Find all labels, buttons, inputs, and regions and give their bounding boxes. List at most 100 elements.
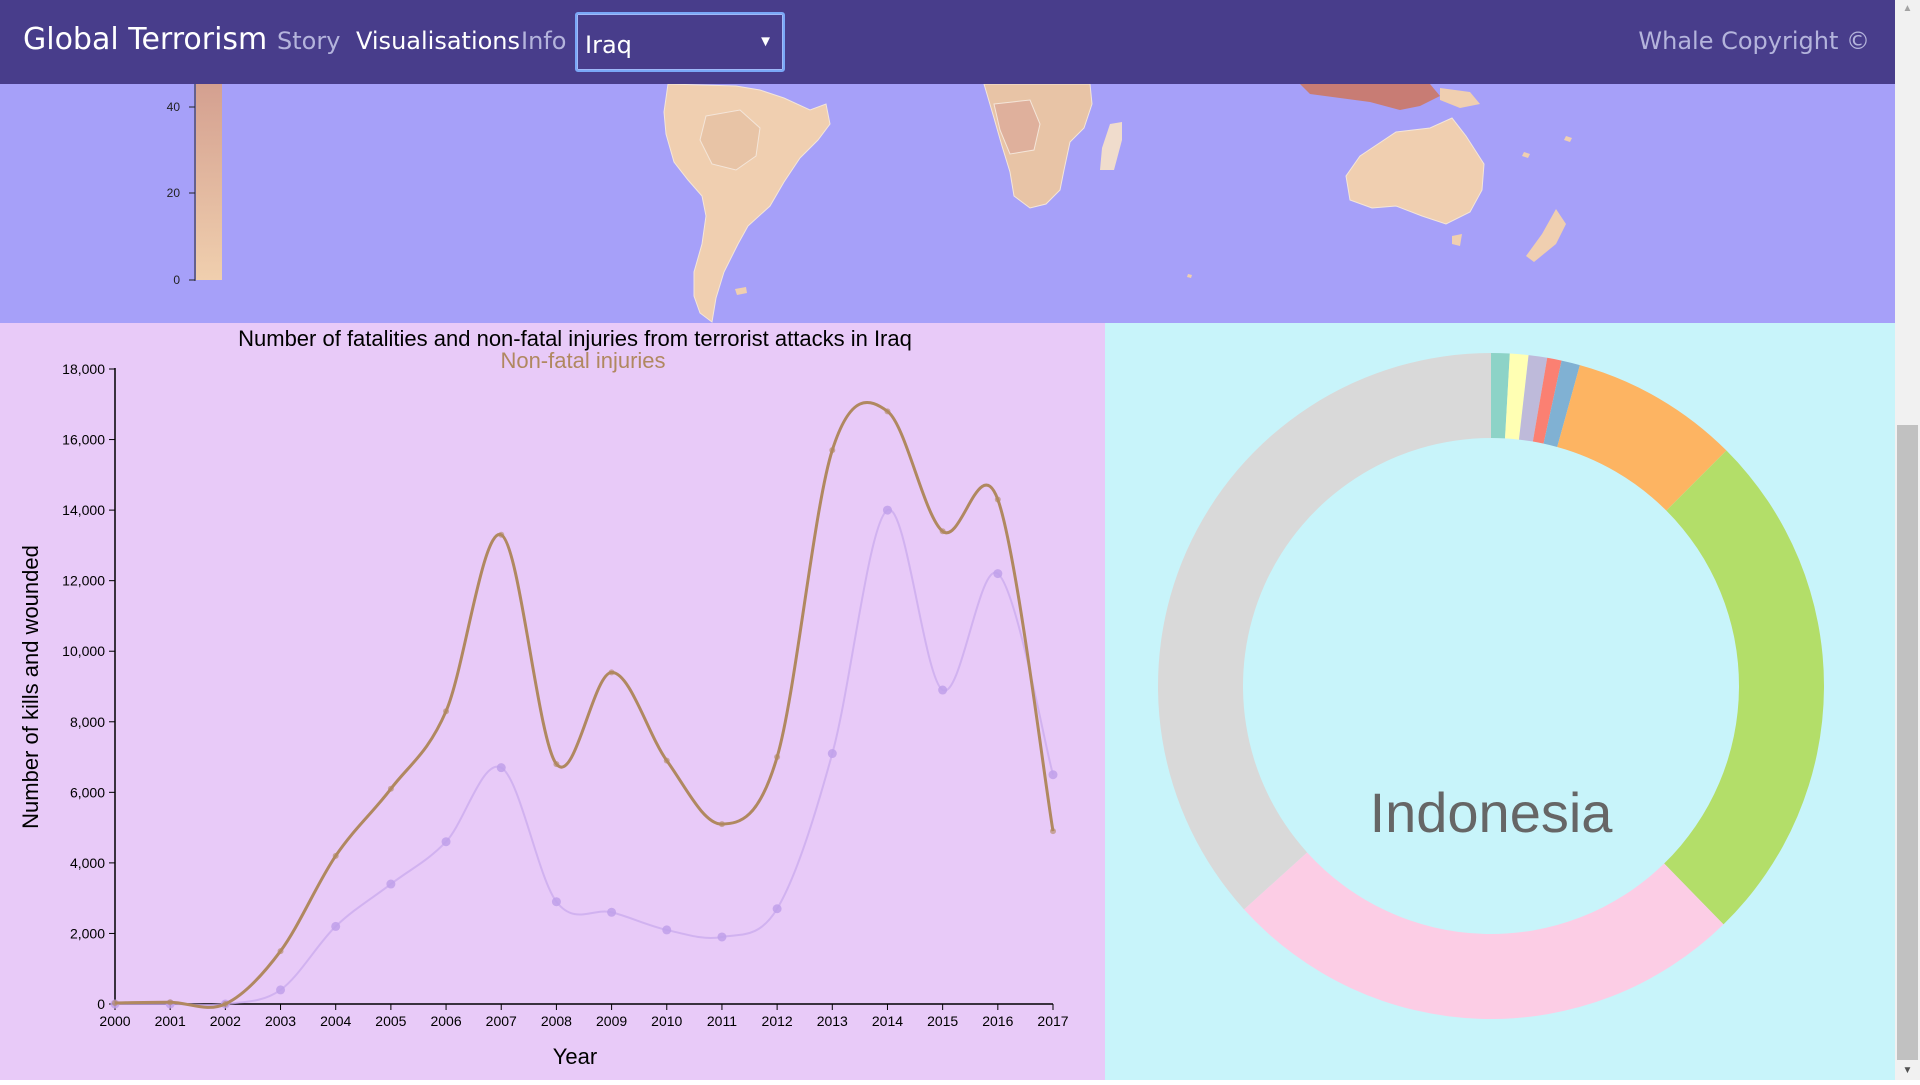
line-chart-panel: Number of fatalities and non-fatal injur…: [0, 323, 1105, 1080]
donut-slice[interactable]: [1664, 450, 1824, 925]
papua-shape[interactable]: [1440, 88, 1480, 108]
scroll-up-icon[interactable]: ▲: [1902, 3, 1913, 14]
x-tick-label: 2016: [982, 1013, 1013, 1029]
southeast-asia-shape[interactable]: [1300, 84, 1440, 110]
y-axis-label: Number of kills and wounded: [18, 545, 43, 829]
x-tick-label: 2001: [155, 1013, 186, 1029]
madagascar[interactable]: [1100, 122, 1122, 170]
x-tick-label: 2002: [210, 1013, 241, 1029]
scrollbar-thumb[interactable]: [1897, 425, 1918, 1060]
fatalities-point[interactable]: [993, 569, 1003, 579]
y-tick-label: 8,000: [70, 714, 105, 730]
donut-chart-svg: Indonesia: [1158, 353, 1824, 1020]
nav-link-visualisations[interactable]: Visualisations: [356, 27, 521, 55]
x-tick-label: 2014: [872, 1013, 903, 1029]
fatalities-point[interactable]: [662, 925, 672, 935]
x-tick-label: 2003: [265, 1013, 296, 1029]
africa-region[interactable]: [993, 99, 1041, 155]
y-tick-label: 14,000: [62, 502, 105, 518]
legend-color-bar: [196, 84, 222, 280]
x-tick-label: 2015: [927, 1013, 958, 1029]
line-chart-svg: Number of fatalities and non-fatal injur…: [18, 326, 1069, 1069]
hover-series-label: Non-fatal injuries: [500, 348, 665, 373]
injuries-point[interactable]: [663, 757, 670, 764]
country-select[interactable]: Iraq ▼: [575, 12, 785, 72]
new-zealand[interactable]: [1526, 209, 1566, 262]
injuries-point[interactable]: [774, 754, 781, 761]
tasmania[interactable]: [1452, 234, 1462, 246]
fatalities-point[interactable]: [772, 904, 782, 914]
pacific-island[interactable]: [1187, 274, 1192, 278]
injuries-point[interactable]: [277, 948, 284, 955]
nav-link-story[interactable]: Story: [277, 27, 341, 55]
injuries-point[interactable]: [884, 408, 891, 415]
injuries-point[interactable]: [167, 999, 174, 1006]
donut-slice[interactable]: [1505, 353, 1529, 440]
pacific-island[interactable]: [1564, 136, 1572, 142]
injuries-point[interactable]: [829, 447, 836, 454]
south-america-region[interactable]: [699, 109, 761, 171]
line-chart-axes: 0 2,000 4,000 6,000 8,000 10,000 12,000 14,000 1…: [62, 361, 1069, 1029]
fatalities-point[interactable]: [276, 985, 286, 995]
donut-center-label: Indonesia: [1370, 781, 1614, 844]
donut-slice[interactable]: [1518, 355, 1548, 442]
injuries-point[interactable]: [222, 1001, 229, 1007]
injuries-point[interactable]: [332, 852, 339, 859]
copyright-text: Whale Copyright ©: [1638, 27, 1870, 55]
x-tick-label: 2012: [762, 1013, 793, 1029]
y-tick-label: 18,000: [62, 361, 105, 377]
fatalities-point[interactable]: [551, 897, 561, 907]
scroll-down-icon[interactable]: ▼: [1902, 1065, 1913, 1076]
africa-shape[interactable]: [983, 84, 1093, 209]
donut-slice[interactable]: [1491, 353, 1510, 439]
y-tick-label: 4,000: [70, 855, 105, 871]
fatalities-point[interactable]: [882, 505, 892, 515]
falkland-islands[interactable]: [735, 287, 747, 295]
legend-tick-label: 20: [167, 186, 181, 200]
injuries-point[interactable]: [112, 999, 118, 1006]
x-tick-label: 2010: [651, 1013, 682, 1029]
injuries-point[interactable]: [608, 669, 615, 676]
injuries-point[interactable]: [718, 821, 725, 828]
fatalities-point[interactable]: [827, 749, 837, 759]
pacific-island[interactable]: [1522, 152, 1530, 158]
donut-slice[interactable]: [1532, 357, 1562, 444]
injuries-point[interactable]: [994, 496, 1001, 503]
nav-link-info[interactable]: Info: [521, 27, 567, 55]
donut-slice[interactable]: [1244, 852, 1724, 1020]
donut-slice[interactable]: [1557, 365, 1727, 511]
fatalities-point[interactable]: [1048, 770, 1058, 780]
australia-shape[interactable]: [1345, 117, 1485, 225]
fatalities-point[interactable]: [496, 763, 506, 773]
x-tick-label: 2000: [99, 1013, 130, 1029]
fatalities-point[interactable]: [441, 837, 451, 847]
y-tick-label: 2,000: [70, 925, 105, 941]
donut-chart-panel: Indonesia: [1105, 323, 1895, 1080]
donut-slice[interactable]: [1543, 360, 1580, 447]
fatalities-point[interactable]: [331, 921, 341, 931]
y-tick-label: 6,000: [70, 784, 105, 800]
fatalities-point[interactable]: [938, 685, 948, 695]
y-tick-label: 10,000: [62, 643, 105, 659]
map-svg: 0 20 40: [167, 84, 1572, 323]
injuries-point[interactable]: [443, 708, 450, 715]
x-tick-label: 2004: [320, 1013, 351, 1029]
injuries-point[interactable]: [939, 528, 946, 535]
fatalities-point[interactable]: [607, 907, 617, 917]
injuries-point[interactable]: [1050, 828, 1056, 835]
injuries-point[interactable]: [387, 785, 394, 792]
fatalities-point[interactable]: [386, 879, 396, 889]
legend-tick-label: 40: [167, 100, 181, 114]
injuries-point[interactable]: [553, 761, 560, 768]
vertical-scrollbar[interactable]: ▲ ▼: [1895, 0, 1920, 1080]
injuries-line[interactable]: [114, 400, 1055, 1009]
world-choropleth-map[interactable]: 0 20 40: [0, 84, 1895, 323]
fatalities-point[interactable]: [717, 932, 727, 942]
fatalities-line[interactable]: [114, 509, 1054, 1007]
country-select-value: Iraq: [585, 31, 632, 59]
brand-title[interactable]: Global Terrorism: [23, 22, 268, 57]
injuries-point[interactable]: [498, 531, 505, 538]
donut-slice[interactable]: [1158, 353, 1491, 910]
x-tick-label: 2008: [541, 1013, 572, 1029]
chart-title: Number of fatalities and non-fatal injur…: [238, 326, 912, 351]
